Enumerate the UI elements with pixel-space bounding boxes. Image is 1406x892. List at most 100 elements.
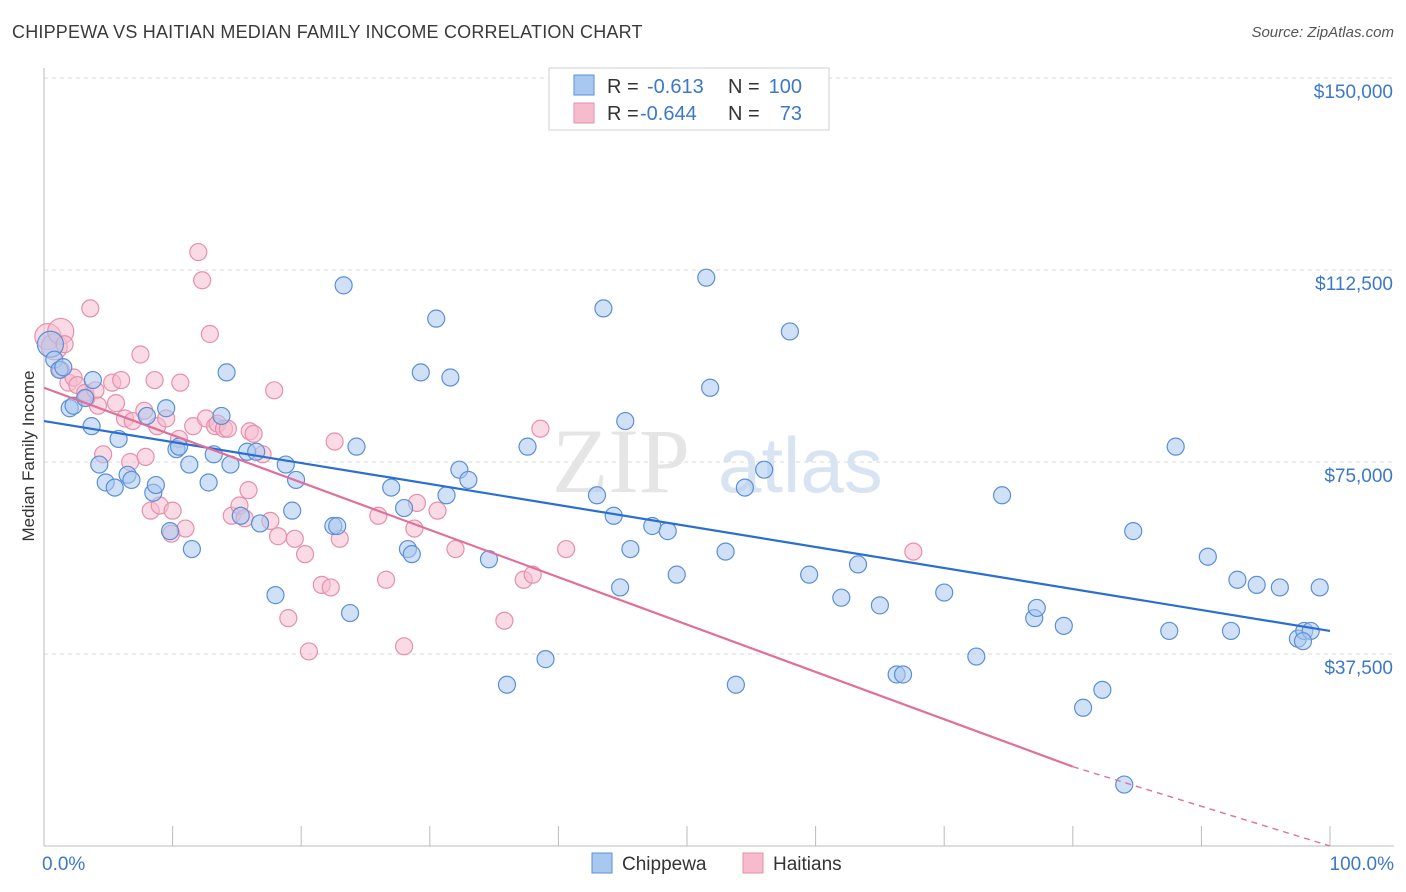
x-tick-marks bbox=[43, 826, 1331, 846]
chippewa-point-18 bbox=[157, 399, 176, 418]
haitians-point-62 bbox=[394, 637, 414, 656]
chippewa-point-89 bbox=[1166, 437, 1185, 456]
chippewa-point-64 bbox=[667, 565, 686, 584]
chippewa-point-46 bbox=[411, 363, 430, 382]
haitians-point-16 bbox=[112, 370, 131, 390]
legend-swatch-chippewa bbox=[573, 74, 595, 96]
chippewa-point-99 bbox=[1293, 632, 1313, 651]
chippewa-point-38 bbox=[328, 516, 347, 536]
haitians-point-65 bbox=[428, 501, 447, 520]
chippewa-point-66 bbox=[701, 378, 720, 397]
chippewa-point-70 bbox=[755, 460, 774, 479]
chippewa-point-53 bbox=[497, 675, 517, 694]
haitians-point-34 bbox=[189, 242, 208, 262]
chippewa-point-69 bbox=[735, 478, 754, 497]
legend-chippewa-n-label: N = bbox=[728, 76, 760, 98]
chippewa-points bbox=[36, 268, 1329, 794]
legend-haitians-n-value: 73 bbox=[780, 103, 802, 125]
chippewa-point-83 bbox=[1054, 616, 1073, 635]
chippewa-point-45 bbox=[402, 545, 421, 564]
chippewa-point-11 bbox=[105, 478, 124, 497]
bottom-legend-swatch-haitians bbox=[742, 852, 764, 874]
chippewa-point-57 bbox=[587, 486, 607, 505]
haitians-point-55 bbox=[299, 642, 319, 661]
chippewa-point-88 bbox=[1160, 621, 1179, 641]
haitians-point-57 bbox=[321, 578, 340, 597]
x-tick-label-1: 100.0% bbox=[1330, 854, 1395, 875]
legend-chippewa-r-value: -0.613 bbox=[647, 76, 704, 98]
legend-box bbox=[548, 67, 830, 131]
chippewa-point-63 bbox=[658, 522, 677, 541]
haitians-point-45 bbox=[239, 481, 258, 500]
bottom-legend: Chippewa Haitians bbox=[591, 852, 842, 875]
legend-haitians-r-value: -0.644 bbox=[640, 103, 697, 125]
chippewa-point-15 bbox=[137, 406, 156, 426]
chippewa-point-6 bbox=[83, 370, 102, 390]
legend-haitians-n-label: N = bbox=[728, 103, 760, 125]
chippewa-point-33 bbox=[266, 586, 285, 605]
y-tick-label-3: $150,000 bbox=[1314, 82, 1393, 103]
chippewa-point-68 bbox=[726, 675, 745, 694]
chippewa-point-60 bbox=[621, 539, 640, 559]
chippewa-point-78 bbox=[935, 583, 954, 602]
chippewa-point-92 bbox=[1228, 570, 1247, 589]
chippewa-point-65 bbox=[697, 268, 716, 287]
haitians-point-24 bbox=[145, 370, 164, 390]
chippewa-point-77 bbox=[893, 665, 913, 684]
chippewa-point-51 bbox=[459, 470, 478, 490]
chippewa-point-56 bbox=[594, 299, 613, 318]
legend-swatch-haitians bbox=[573, 102, 595, 124]
chippewa-point-5 bbox=[54, 358, 73, 377]
haitians-point-31 bbox=[171, 373, 190, 392]
y-tick-labels: $37,500 $75,000 $112,500 $150,000 bbox=[1314, 82, 1393, 679]
chippewa-point-87 bbox=[1124, 522, 1143, 541]
chippewa-point-49 bbox=[441, 368, 460, 387]
chippewa-point-82 bbox=[1027, 598, 1046, 618]
haitians-point-22 bbox=[136, 447, 155, 466]
haitians-point-53 bbox=[285, 529, 304, 548]
chippewa-point-73 bbox=[832, 588, 851, 607]
bottom-legend-haitians-label: Haitians bbox=[773, 854, 842, 875]
haitians-point-63 bbox=[405, 519, 424, 538]
chippewa-point-35 bbox=[283, 501, 302, 520]
chippewa-point-42 bbox=[382, 478, 401, 497]
chippewa-point-71 bbox=[780, 322, 799, 341]
chippewa-point-22 bbox=[180, 455, 199, 474]
chippewa-point-72 bbox=[800, 565, 819, 584]
bottom-legend-swatch-chippewa bbox=[591, 852, 613, 874]
trend-lines bbox=[43, 386, 1331, 847]
haitians-point-52 bbox=[279, 609, 298, 628]
chippewa-point-26 bbox=[212, 406, 231, 426]
haitians-point-58 bbox=[325, 432, 344, 451]
chippewa-point-59 bbox=[616, 411, 635, 431]
chippewa-point-79 bbox=[967, 647, 986, 666]
chart-title: CHIPPEWA VS HAITIAN MEDIAN FAMILY INCOME… bbox=[12, 22, 643, 42]
y-tick-label-2: $112,500 bbox=[1315, 274, 1393, 295]
axes bbox=[43, 68, 1394, 847]
chippewa-point-93 bbox=[1247, 575, 1266, 594]
chippewa-point-27 bbox=[217, 363, 236, 382]
x-tick-label-0: 0.0% bbox=[42, 854, 85, 875]
chippewa-point-23 bbox=[182, 539, 201, 559]
chippewa-point-43 bbox=[394, 498, 414, 518]
chippewa-point-80 bbox=[992, 486, 1012, 505]
chippewa-point-85 bbox=[1093, 680, 1112, 699]
chippewa-point-67 bbox=[716, 542, 735, 561]
haitians-point-67 bbox=[495, 611, 514, 630]
chippewa-point-90 bbox=[1198, 547, 1217, 566]
chippewa-point-40 bbox=[347, 437, 366, 456]
chippewa-point-29 bbox=[231, 506, 250, 525]
legend-chippewa-n-value: 100 bbox=[769, 76, 802, 98]
haitians-trend-extension bbox=[1072, 765, 1331, 847]
legend: R = -0.613 N = 100 R = -0.644 N = 73 bbox=[548, 67, 830, 131]
chippewa-point-94 bbox=[1270, 578, 1289, 597]
chippewa-point-84 bbox=[1073, 698, 1093, 717]
chippewa-point-91 bbox=[1221, 621, 1241, 641]
haitians-point-15 bbox=[106, 394, 126, 413]
y-tick-label-1: $75,000 bbox=[1324, 466, 1393, 487]
chippewa-point-98 bbox=[1310, 578, 1329, 597]
haitians-point-10 bbox=[81, 299, 100, 318]
haitians-point-66 bbox=[446, 539, 465, 559]
chippewa-point-41 bbox=[340, 603, 360, 623]
grid-lines bbox=[44, 77, 1394, 655]
